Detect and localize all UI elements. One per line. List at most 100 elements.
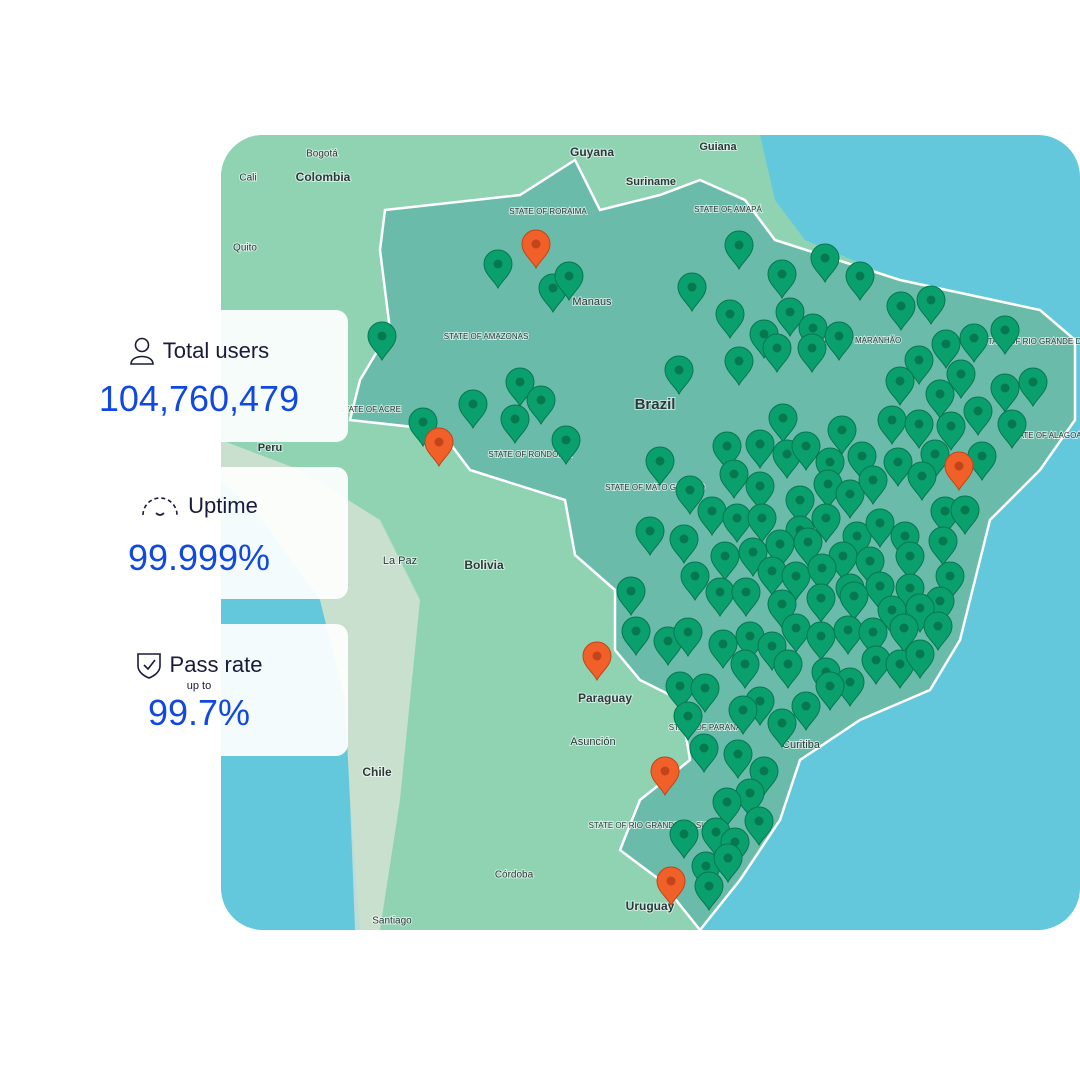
map-pin: [724, 346, 754, 387]
pin-dot: [720, 551, 730, 561]
pin-dot: [845, 677, 855, 687]
map-pin: [656, 866, 686, 907]
map-pin: [916, 285, 946, 326]
map-pin: [990, 315, 1020, 356]
pin-dot: [905, 583, 915, 593]
map-pin: [767, 708, 797, 749]
pin-dot: [548, 283, 558, 293]
pin-dot: [785, 307, 795, 317]
pin-dot: [946, 421, 956, 431]
pin-dot: [926, 295, 936, 305]
map-label: STATE OF RIO GRANDE DO NORTE: [982, 337, 1080, 346]
pin-dot: [838, 551, 848, 561]
map-pin: [715, 299, 745, 340]
map-pin: [694, 871, 724, 912]
map-pin: [554, 261, 584, 302]
pin-dot: [855, 271, 865, 281]
andes: [221, 440, 420, 930]
stat-label-row: Pass rate: [50, 650, 348, 680]
pin-dot: [871, 655, 881, 665]
pin-dot: [531, 239, 541, 249]
stat-label: Pass rate: [169, 652, 263, 677]
pin-dot: [1000, 325, 1010, 335]
stat-card: Uptime 99.999%: [50, 467, 348, 599]
map-label: STATE OF AMAPÁ: [694, 205, 762, 214]
map-pin: [959, 323, 989, 364]
pin-dot: [772, 343, 782, 353]
map-pin: [773, 649, 803, 690]
map-pin: [521, 229, 551, 270]
map-pin: [885, 366, 915, 407]
pin-dot: [865, 556, 875, 566]
map-pin: [665, 671, 695, 712]
pin-dot: [510, 414, 520, 424]
map-pin: [745, 471, 775, 512]
pin-dot: [817, 563, 827, 573]
map-pin: [689, 733, 719, 774]
pin-dot: [905, 551, 915, 561]
pin-dot: [857, 451, 867, 461]
map-label: Córdoba: [495, 870, 534, 881]
pin-dot: [852, 531, 862, 541]
pin-dot: [778, 413, 788, 423]
map-label: Guyana: [570, 145, 614, 159]
pin-dot: [973, 406, 983, 416]
pin-dot: [715, 587, 725, 597]
pin-dot: [895, 376, 905, 386]
map-pin: [1018, 367, 1048, 408]
map-pin: [865, 508, 895, 549]
map-pin: [835, 479, 865, 520]
pin-dot: [777, 718, 787, 728]
map-pin: [767, 259, 797, 300]
pin-dot: [745, 788, 755, 798]
pin-dot: [592, 651, 602, 661]
pin-dot: [745, 631, 755, 641]
stat-label-row: Total users: [50, 336, 348, 366]
pin-dot: [868, 627, 878, 637]
pin-dot: [699, 743, 709, 753]
pin-dot: [707, 506, 717, 516]
map-pin: [944, 451, 974, 492]
map-label: STATE OF ALAGOAS: [1009, 431, 1080, 440]
map-label: Bogotá: [306, 149, 338, 160]
stat-value: 99.7%: [147, 692, 251, 733]
pin-dot: [816, 631, 826, 641]
map-pin: [744, 806, 774, 847]
pin-dot: [655, 456, 665, 466]
user-icon: [129, 337, 154, 365]
pin-dot: [687, 282, 697, 292]
pin-dot: [767, 641, 777, 651]
map-pin: [710, 541, 740, 582]
map-label: STATE OF RIO GRANDE DO SUL: [589, 821, 712, 830]
map-label: STATE OF PARANÁ: [669, 723, 742, 732]
map-pin: [785, 485, 815, 526]
map-pin: [500, 404, 530, 445]
map-label: Suriname: [626, 176, 676, 188]
pin-dot: [468, 399, 478, 409]
map-pin: [950, 495, 980, 536]
map-pin: [675, 475, 705, 516]
map-pin: [722, 503, 752, 544]
pin-dot: [896, 301, 906, 311]
pin-dot: [418, 417, 428, 427]
map-pin: [705, 577, 735, 618]
pin-dot: [801, 701, 811, 711]
pin-dot: [887, 415, 897, 425]
pin-dot: [1028, 377, 1038, 387]
map-pin: [990, 373, 1020, 414]
map-pin: [616, 576, 646, 617]
pin-dot: [683, 627, 693, 637]
pin-dot: [759, 766, 769, 776]
pin-dot: [754, 816, 764, 826]
pin-dot: [733, 749, 743, 759]
pin-dot: [700, 683, 710, 693]
pin-dot: [940, 506, 950, 516]
map-label: STATE OF ACRE: [339, 405, 401, 414]
pin-dot: [564, 271, 574, 281]
map-pin: [719, 459, 749, 500]
map-label: Uruguay: [626, 899, 675, 913]
map-pin: [833, 615, 863, 656]
map-pin: [650, 756, 680, 797]
map-label: STATE OF MATO GROSSO: [605, 483, 705, 492]
pin-dot: [666, 876, 676, 886]
